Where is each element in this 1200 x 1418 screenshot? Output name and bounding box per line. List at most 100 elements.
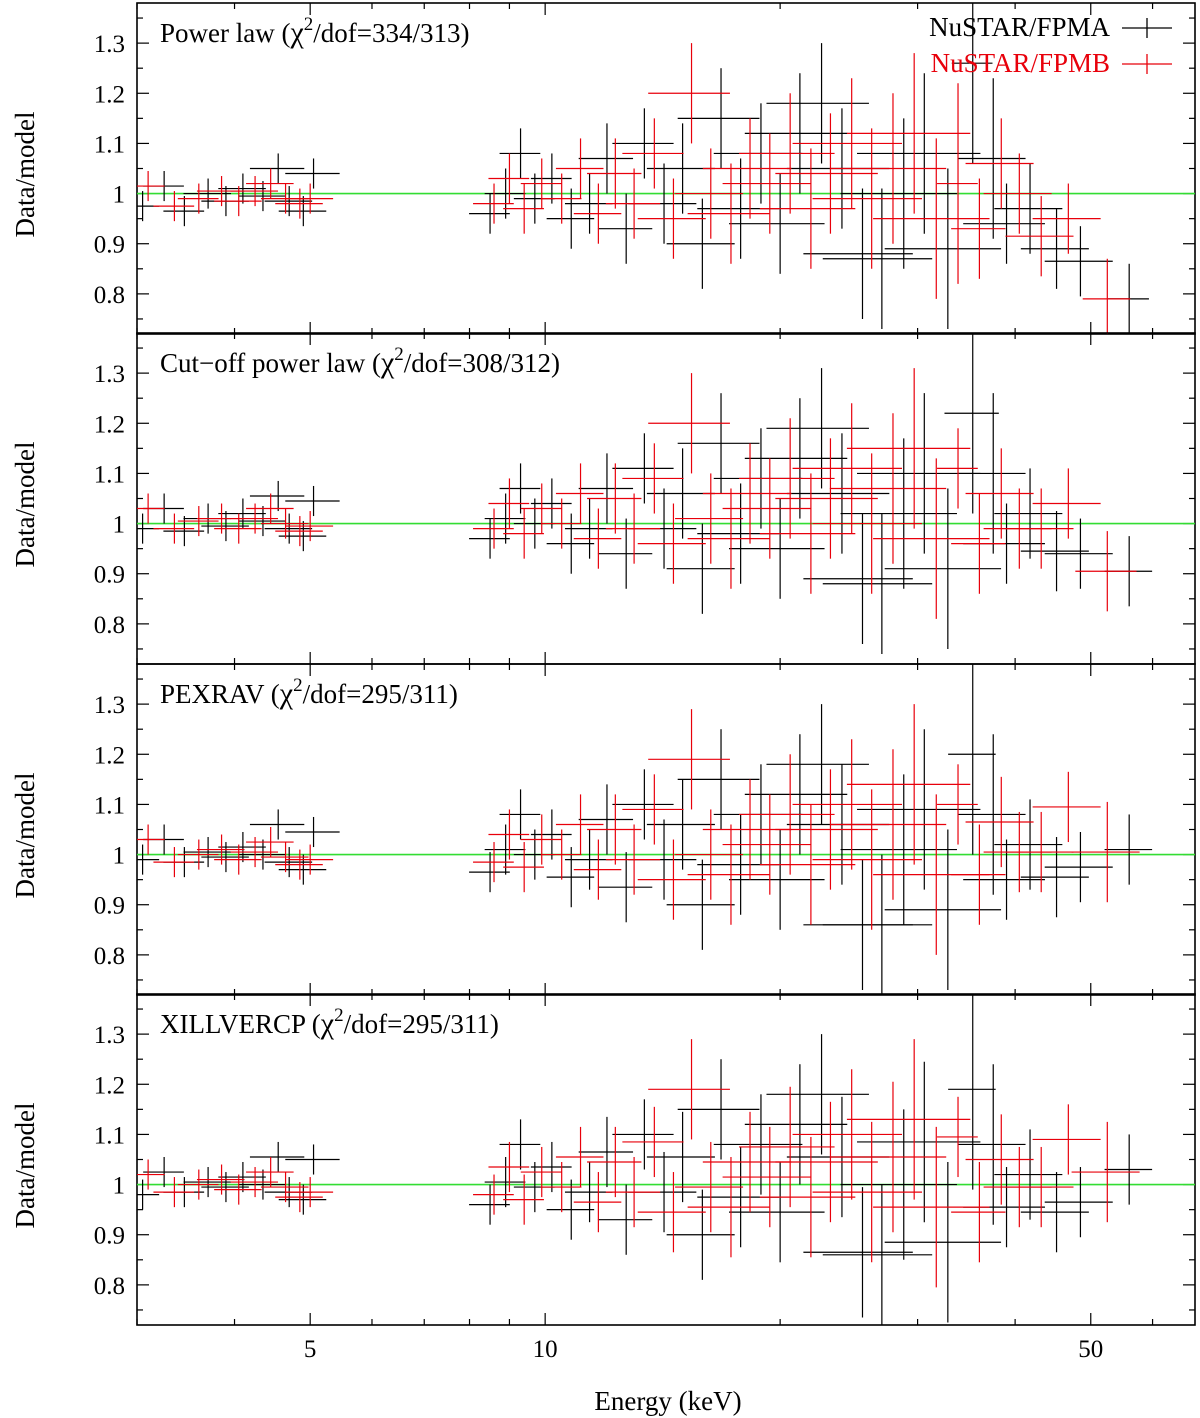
data-point	[648, 373, 730, 474]
data-point	[829, 749, 947, 900]
data-point	[666, 1189, 735, 1280]
data-point	[285, 1177, 334, 1208]
data-point	[729, 1162, 825, 1263]
y-tick-label: 1.3	[94, 1022, 125, 1049]
data-point	[555, 1126, 604, 1188]
data-point	[285, 511, 334, 542]
data-point	[530, 478, 572, 529]
data-point	[597, 1184, 653, 1255]
data-point	[648, 709, 730, 810]
y-tick-label: 1.2	[94, 1072, 125, 1099]
data-point	[249, 1141, 305, 1173]
data-point	[1005, 1146, 1074, 1228]
data-point	[744, 398, 848, 519]
data-point	[766, 43, 869, 164]
data-point	[520, 158, 562, 209]
data-point	[564, 173, 613, 234]
panels: 0.8 0.9 1 1.1 1.2 1.3 Data/model Power law (χ2/…	[10, 2, 1196, 1363]
data-point	[666, 859, 735, 950]
data-point	[646, 779, 715, 870]
panel-title: Power law (χ2/dof=334/313)	[160, 14, 470, 49]
x-tick-label: 10	[533, 1336, 558, 1363]
data-point	[637, 178, 706, 259]
data-point	[153, 513, 195, 544]
data-point	[153, 1177, 195, 1208]
data-point	[1104, 814, 1153, 885]
data-point	[759, 1136, 856, 1258]
data-point	[722, 1126, 812, 1228]
data-point	[484, 493, 526, 544]
data-point	[499, 463, 541, 514]
data-point	[520, 483, 562, 534]
data-point	[503, 1174, 544, 1225]
data-point	[622, 1106, 684, 1178]
data-point	[840, 438, 957, 589]
data-point	[530, 153, 572, 204]
data-point	[857, 73, 981, 234]
y-tick-label: 1	[113, 843, 126, 870]
data-point	[1005, 488, 1074, 569]
data-point	[473, 842, 514, 883]
y-axis-title: Data/model	[10, 442, 40, 568]
y-tick-label: 0.8	[94, 612, 125, 639]
data-point	[540, 1162, 582, 1213]
x-tick-label: 50	[1078, 1336, 1103, 1363]
data-point	[822, 513, 933, 654]
data-point	[846, 53, 971, 214]
data-point	[965, 448, 1034, 539]
data-point	[744, 734, 848, 855]
data-point	[530, 1141, 572, 1193]
y-tick-label: 1.2	[94, 742, 125, 769]
data-point	[605, 1156, 661, 1228]
data-point	[994, 799, 1063, 890]
data-point	[546, 188, 595, 249]
data-point	[729, 829, 825, 930]
data-point	[137, 844, 160, 875]
data-point	[766, 704, 869, 825]
data-point	[238, 1169, 286, 1200]
data-point	[177, 1169, 219, 1200]
data-point	[675, 148, 744, 239]
data-point	[622, 774, 684, 845]
data-point	[275, 849, 323, 880]
legend-label-fpma: NuSTAR/FPMA	[929, 12, 1110, 42]
legend: NuSTAR/FPMA NuSTAR/FPMB	[929, 12, 1172, 78]
data-point	[1032, 468, 1101, 539]
panel-frame	[136, 332, 1196, 665]
data-point	[803, 188, 913, 319]
data-point	[285, 816, 340, 848]
data-point	[1032, 1104, 1101, 1175]
data-point	[792, 78, 903, 209]
data-point	[183, 178, 232, 209]
data-point	[177, 183, 219, 214]
data-point	[766, 1034, 869, 1155]
data-point	[759, 804, 856, 925]
data-point	[488, 153, 530, 204]
data-point	[520, 814, 562, 865]
panel-frame	[136, 663, 1196, 996]
data-point	[1044, 832, 1113, 903]
y-tick-label: 0.8	[94, 943, 125, 970]
data-point	[729, 498, 825, 599]
data-point	[713, 1094, 803, 1195]
data-point	[249, 153, 305, 184]
data-point	[687, 824, 770, 925]
y-tick-label: 1.1	[94, 131, 125, 158]
data-point	[739, 418, 835, 539]
legend-label-fpmb: NuSTAR/FPMB	[931, 48, 1110, 78]
data-point	[775, 1101, 878, 1223]
data-point	[675, 473, 744, 564]
data-point	[143, 1156, 184, 1188]
data-point	[884, 829, 1002, 990]
data-point	[1044, 226, 1113, 297]
data-point	[666, 523, 735, 614]
data-point	[687, 163, 770, 264]
data-point	[546, 847, 595, 908]
data-point	[687, 1156, 770, 1258]
data-point	[873, 458, 990, 619]
data-point	[469, 852, 510, 893]
data-point	[238, 839, 286, 870]
data-point	[803, 1187, 913, 1318]
data-point	[260, 842, 309, 873]
y-tick-label: 0.9	[94, 232, 125, 259]
